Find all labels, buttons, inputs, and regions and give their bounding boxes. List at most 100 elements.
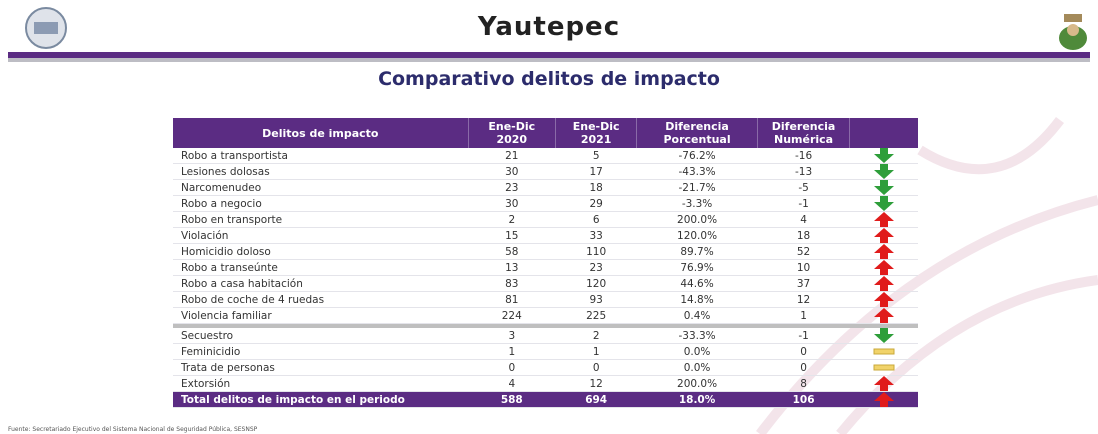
- trend-cell: [849, 259, 918, 276]
- crime-name: Robo en transporte: [173, 211, 469, 228]
- cell: 6: [555, 211, 637, 228]
- cell: 37: [757, 275, 850, 292]
- cell: 30: [468, 195, 556, 212]
- crime-name: Total delitos de impacto en el periodo: [173, 391, 469, 408]
- cell: -1: [757, 328, 850, 344]
- trend-icon: [873, 376, 894, 391]
- trend-cell: [849, 375, 918, 392]
- cell: 18.0%: [636, 391, 758, 408]
- trend-icon: [873, 348, 895, 355]
- cell: -16: [757, 148, 850, 164]
- trend-cell: [849, 391, 918, 408]
- cell: 18: [757, 227, 850, 244]
- trend-cell: [849, 211, 918, 228]
- trend-cell: [849, 195, 918, 212]
- trend-cell: [849, 179, 918, 196]
- column-header: Ene-Dic 2021: [555, 118, 638, 148]
- cell: 12: [757, 291, 850, 308]
- cell: 1: [555, 343, 637, 360]
- trend-icon: [873, 196, 894, 211]
- column-header: [849, 118, 918, 148]
- cell: -3.3%: [636, 195, 758, 212]
- cell: 18: [555, 179, 637, 196]
- cell: 83: [468, 275, 556, 292]
- logo-right: [1059, 14, 1087, 50]
- crime-name: Trata de personas: [173, 359, 469, 376]
- data-row: Violencia familiar 224 225 0.4% 1: [173, 307, 918, 324]
- header-row: Delitos de impacto Ene-Dic 2020 Ene-Dic 20…: [173, 118, 918, 148]
- cell: 89.7%: [636, 243, 758, 260]
- header-band-light: [8, 58, 1090, 62]
- trend-cell: [849, 328, 918, 344]
- crime-name: Robo a transeúnte: [173, 259, 469, 276]
- crime-name: Violación: [173, 227, 469, 244]
- cell: 17: [555, 163, 637, 180]
- trend-icon: [873, 260, 894, 275]
- crime-name: Violencia familiar: [173, 307, 469, 324]
- trend-cell: [849, 243, 918, 260]
- crime-name: Secuestro: [173, 328, 469, 344]
- cell: 1: [757, 307, 850, 324]
- cell: 10: [757, 259, 850, 276]
- data-row: Robo en transporte 2 6 200.0% 4: [173, 211, 918, 228]
- trend-cell: [849, 148, 918, 164]
- cell: 14.8%: [636, 291, 758, 308]
- trend-cell: [849, 291, 918, 308]
- cell: 29: [555, 195, 637, 212]
- cell: 225: [555, 307, 637, 324]
- data-row: Lesiones dolosas 30 17 -43.3% -13: [173, 163, 918, 180]
- trend-cell: [849, 275, 918, 292]
- trend-icon: [873, 244, 894, 259]
- cell: 2: [555, 328, 637, 344]
- trend-icon: [873, 180, 894, 195]
- data-row: Robo a transeúnte 13 23 76.9% 10: [173, 259, 918, 276]
- data-row: Feminicidio 1 1 0.0% 0: [173, 343, 918, 360]
- cell: 1: [468, 343, 556, 360]
- trend-icon: [873, 212, 894, 227]
- cell: 30: [468, 163, 556, 180]
- separator-cell: [173, 323, 918, 328]
- cell: 0: [757, 359, 850, 376]
- cell: 33: [555, 227, 637, 244]
- trend-icon: [873, 164, 894, 179]
- trend-icon: [873, 276, 894, 291]
- crime-name: Extorsión: [173, 375, 469, 392]
- cell: 13: [468, 259, 556, 276]
- crime-name: Robo a negocio: [173, 195, 469, 212]
- cell: 23: [555, 259, 637, 276]
- separator: [173, 323, 918, 328]
- cell: 58: [468, 243, 556, 260]
- cell: 12: [555, 375, 637, 392]
- logo-left: [25, 7, 67, 49]
- cell: 0.0%: [636, 343, 758, 360]
- data-row: Homicidio doloso 58 110 89.7% 52: [173, 243, 918, 260]
- cell: 0.4%: [636, 307, 758, 324]
- cell: 0.0%: [636, 359, 758, 376]
- cell: 44.6%: [636, 275, 758, 292]
- cell: -33.3%: [636, 328, 758, 344]
- data-row: Extorsión 4 12 200.0% 8: [173, 375, 918, 392]
- total-row: Total delitos de impacto en el periodo 58…: [173, 391, 918, 408]
- trend-cell: [849, 359, 918, 376]
- cell: 23: [468, 179, 556, 196]
- crime-name: Robo de coche de 4 ruedas: [173, 291, 469, 308]
- trend-cell: [849, 307, 918, 324]
- crime-name: Feminicidio: [173, 343, 469, 360]
- cell: 200.0%: [636, 211, 758, 228]
- trend-cell: [849, 163, 918, 180]
- trend-cell: [849, 343, 918, 360]
- page-title: Yautepec: [477, 12, 621, 42]
- cell: -13: [757, 163, 850, 180]
- data-row: Robo a casa habitación 83 120 44.6% 37: [173, 275, 918, 292]
- cell: 81: [468, 291, 556, 308]
- cell: -5: [757, 179, 850, 196]
- column-header: Diferencia Numérica: [757, 118, 851, 148]
- crime-name: Robo a transportista: [173, 148, 469, 164]
- column-header: Delitos de impacto: [173, 118, 469, 148]
- cell: 0: [757, 343, 850, 360]
- trend-icon: [873, 328, 894, 343]
- trend-icon: [873, 392, 894, 407]
- cell: -1: [757, 195, 850, 212]
- data-row: Robo a negocio 30 29 -3.3% -1: [173, 195, 918, 212]
